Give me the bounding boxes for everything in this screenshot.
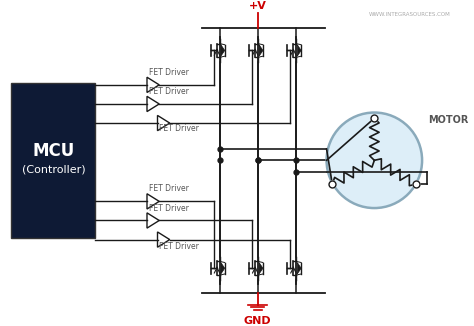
Circle shape — [327, 112, 422, 208]
Polygon shape — [297, 45, 301, 56]
Text: FET Driver: FET Driver — [159, 124, 199, 133]
Text: FET Driver: FET Driver — [149, 185, 189, 193]
Text: (Controller): (Controller) — [22, 165, 85, 175]
Text: FET Driver: FET Driver — [149, 68, 189, 77]
Polygon shape — [221, 45, 225, 56]
Text: WWW.INTEGRASOURCES.COM: WWW.INTEGRASOURCES.COM — [369, 12, 451, 17]
Text: FET Driver: FET Driver — [159, 242, 199, 251]
Polygon shape — [221, 262, 225, 274]
Polygon shape — [297, 262, 301, 274]
Text: MCU: MCU — [32, 142, 74, 160]
Text: +V: +V — [249, 1, 267, 11]
Bar — [11, 83, 95, 238]
Text: MOTOR: MOTOR — [428, 115, 468, 125]
Text: FET Driver: FET Driver — [149, 87, 189, 96]
Polygon shape — [259, 262, 263, 274]
Polygon shape — [259, 45, 263, 56]
Text: GND: GND — [244, 316, 272, 326]
Text: FET Driver: FET Driver — [149, 203, 189, 213]
